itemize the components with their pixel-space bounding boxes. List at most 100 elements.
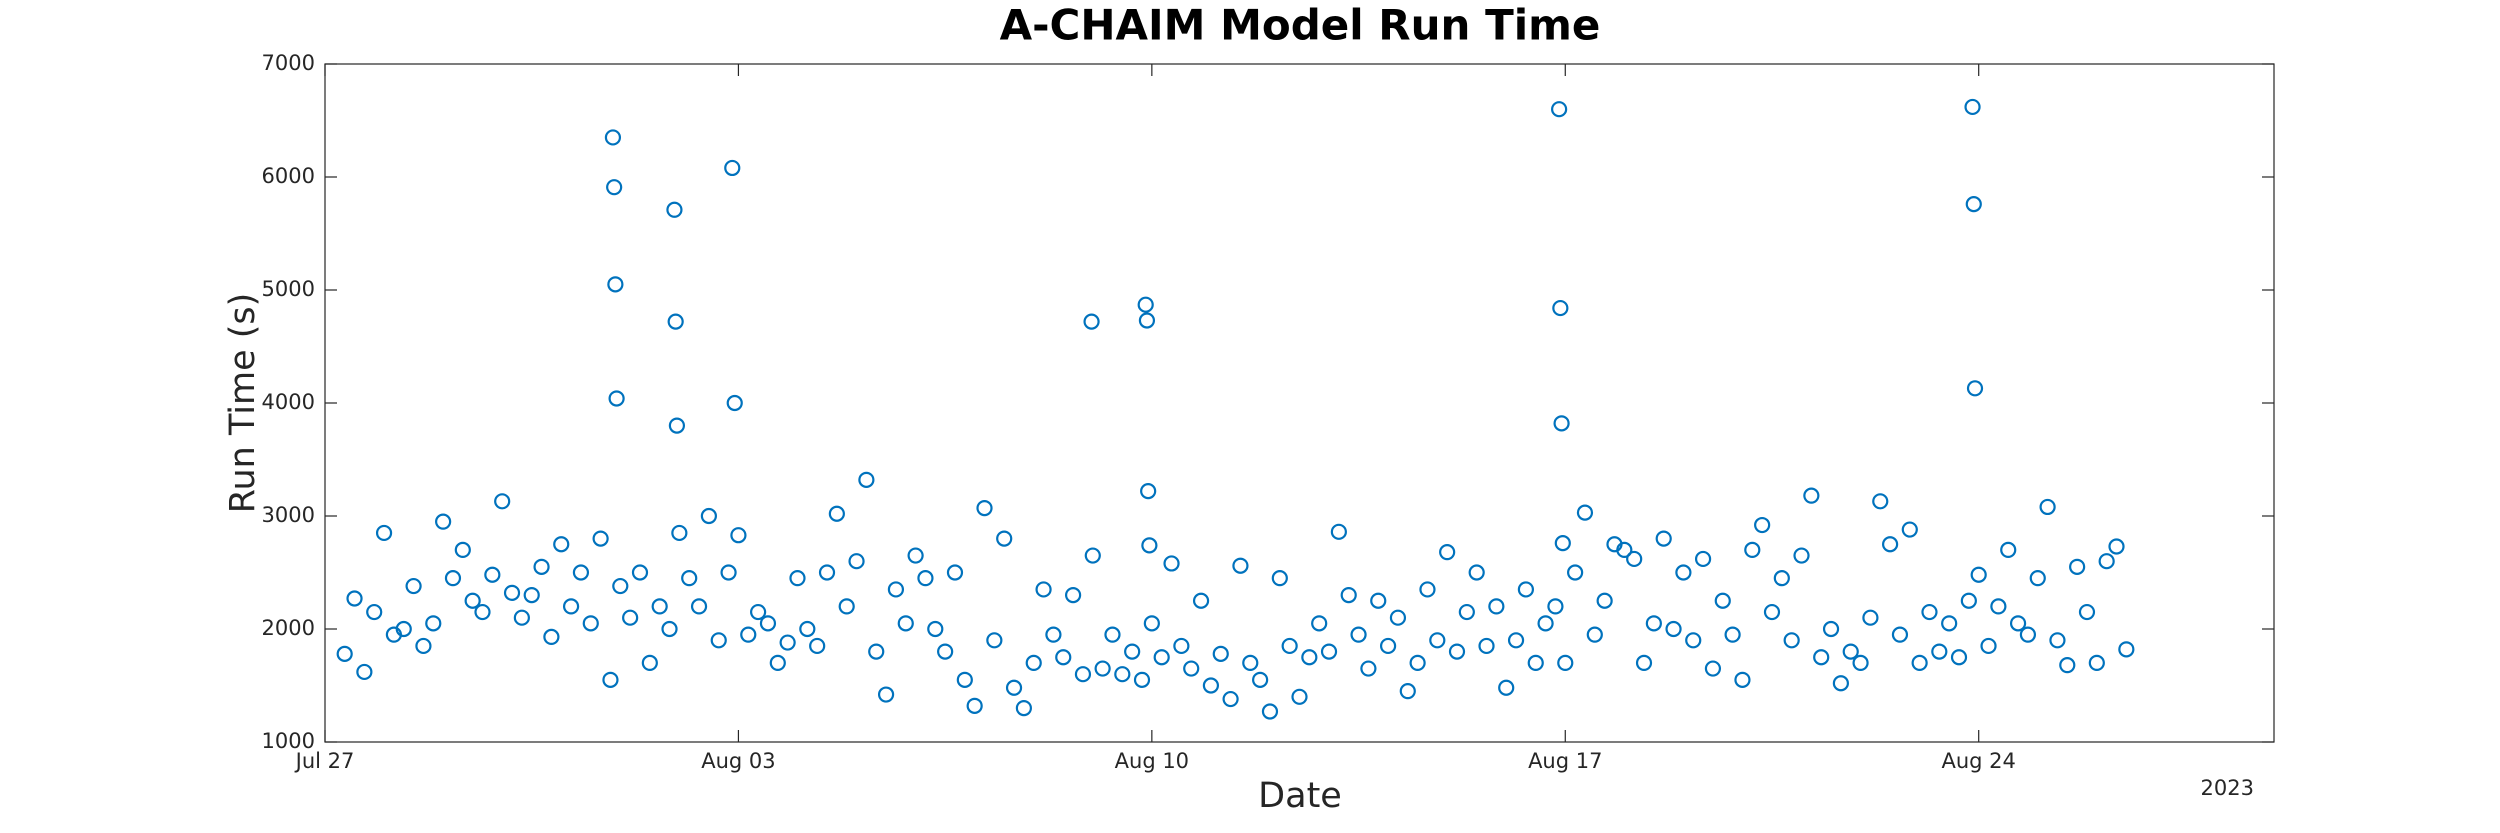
- data-point: [848, 553, 865, 570]
- data-point: [606, 179, 623, 196]
- data-point: [1626, 550, 1643, 568]
- data-point: [2029, 570, 2046, 587]
- data-point: [789, 570, 806, 587]
- data-point: [907, 547, 924, 564]
- data-point: [572, 564, 590, 581]
- data-point: [1212, 645, 1229, 662]
- data-point: [1183, 660, 1200, 677]
- x-tick-label: Aug 10: [1115, 749, 1189, 773]
- data-point: [1399, 683, 1416, 700]
- data-point: [1094, 660, 1111, 677]
- data-point: [917, 570, 934, 587]
- data-point: [1143, 615, 1160, 632]
- data-point: [425, 615, 442, 632]
- data-point: [724, 159, 741, 177]
- data-point: [726, 394, 743, 412]
- data-point: [2108, 538, 2125, 555]
- data-point: [1941, 615, 1958, 632]
- data-point: [336, 645, 353, 662]
- data-point: [668, 417, 686, 434]
- data-point: [1065, 586, 1082, 604]
- data-point: [366, 603, 383, 621]
- data-point: [1173, 637, 1190, 655]
- data-point: [1439, 544, 1456, 561]
- x-tick-label: Aug 03: [701, 749, 775, 773]
- data-point: [543, 628, 560, 646]
- y-tick-label: 6000: [262, 164, 315, 188]
- data-point: [2088, 654, 2105, 672]
- y-tick-label: 2000: [262, 616, 315, 640]
- data-point: [996, 530, 1013, 547]
- data-point: [946, 564, 964, 581]
- data-point: [1291, 688, 1308, 705]
- y-tick-label: 5000: [262, 277, 315, 301]
- data-point: [710, 632, 727, 649]
- data-point: [444, 570, 462, 587]
- data-point: [750, 603, 767, 621]
- data-point: [1576, 504, 1594, 521]
- data-point: [1553, 415, 1570, 432]
- data-point: [1980, 637, 1997, 655]
- data-point: [868, 643, 885, 660]
- data-point: [1083, 313, 1100, 330]
- data-point: [1527, 654, 1544, 672]
- data-point: [612, 577, 629, 595]
- data-point: [1931, 643, 1948, 660]
- data-point: [1350, 626, 1367, 643]
- data-point: [1960, 592, 1977, 609]
- data-point: [1586, 626, 1603, 643]
- data-point: [562, 598, 580, 615]
- data-point: [690, 598, 708, 615]
- data-point: [730, 527, 747, 544]
- data-point: [1901, 521, 1918, 538]
- data-point: [956, 671, 973, 688]
- data-point: [1842, 643, 1859, 660]
- data-point: [1222, 690, 1239, 708]
- data-point: [2039, 498, 2056, 516]
- data-point: [1045, 626, 1062, 643]
- data-point: [1137, 296, 1154, 313]
- data-point: [415, 637, 432, 655]
- data-point: [1754, 516, 1771, 534]
- data-point: [809, 637, 826, 655]
- data-point: [1921, 603, 1938, 621]
- data-point: [1882, 536, 1899, 553]
- x-tick-label: Aug 17: [1528, 749, 1602, 773]
- data-point: [1429, 632, 1446, 649]
- data-point: [1360, 660, 1377, 677]
- data-point: [1744, 541, 1761, 559]
- data-point: [523, 586, 540, 604]
- x-tick-label: Aug 24: [1941, 749, 2015, 773]
- data-point: [2118, 641, 2135, 658]
- data-point: [681, 570, 698, 587]
- data-point: [1773, 570, 1790, 587]
- data-point: [1163, 555, 1180, 572]
- data-point: [346, 590, 363, 607]
- data-point: [1005, 679, 1023, 696]
- data-point: [435, 513, 452, 530]
- data-point: [1616, 541, 1633, 559]
- data-point: [1547, 598, 1564, 615]
- data-point: [641, 654, 658, 672]
- data-point: [828, 505, 845, 522]
- data-point: [607, 276, 624, 293]
- data-point: [1872, 493, 1889, 510]
- data-point: [1330, 523, 1347, 540]
- data-point: [608, 390, 625, 407]
- y-tick-label: 1000: [262, 729, 315, 753]
- data-point: [474, 603, 491, 621]
- data-point: [1822, 620, 1840, 638]
- data-point: [1685, 632, 1702, 649]
- data-point: [631, 564, 649, 581]
- data-point: [454, 541, 471, 559]
- y-tick-label: 3000: [262, 503, 315, 527]
- data-point: [838, 598, 855, 615]
- plot-area: [324, 63, 2275, 743]
- data-point: [1552, 299, 1569, 317]
- data-point: [667, 313, 684, 330]
- data-point: [1419, 581, 1436, 598]
- data-point: [1665, 620, 1682, 638]
- data-point: [592, 530, 609, 547]
- data-point: [622, 609, 639, 626]
- data-point: [2019, 626, 2037, 643]
